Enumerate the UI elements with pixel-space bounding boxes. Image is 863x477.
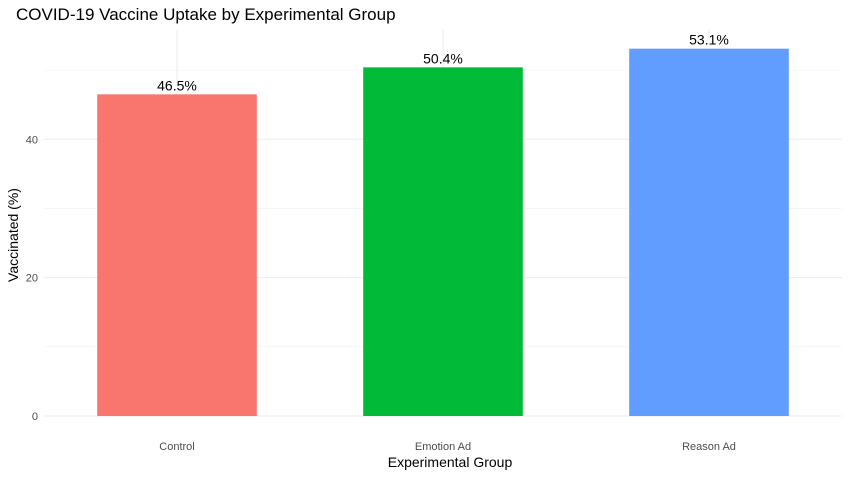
bar-control bbox=[97, 94, 257, 416]
bars bbox=[97, 48, 789, 417]
x-axis-title: Experimental Group bbox=[388, 454, 513, 470]
bar-emotion-ad bbox=[363, 67, 523, 417]
x-tick-label: Control bbox=[159, 441, 194, 453]
x-tick-label: Emotion Ad bbox=[415, 441, 471, 453]
data-label: 46.5% bbox=[157, 77, 197, 93]
y-tick-label: 40 bbox=[26, 134, 38, 146]
y-axis-title: Vaccinated (%) bbox=[5, 188, 21, 282]
bar-reason-ad bbox=[629, 48, 789, 416]
x-tick-label: Reason Ad bbox=[682, 441, 736, 453]
x-axis-ticks: Control Emotion Ad Reason Ad bbox=[159, 441, 736, 453]
data-label: 50.4% bbox=[423, 50, 463, 66]
y-axis-ticks: 0 20 40 bbox=[26, 134, 38, 423]
chart-title: COVID-19 Vaccine Uptake by Experimental … bbox=[16, 5, 396, 24]
data-labels: 46.5% 50.4% 53.1% bbox=[157, 32, 729, 94]
data-label: 53.1% bbox=[689, 32, 729, 48]
y-tick-label: 0 bbox=[32, 411, 38, 423]
y-tick-label: 20 bbox=[26, 273, 38, 285]
